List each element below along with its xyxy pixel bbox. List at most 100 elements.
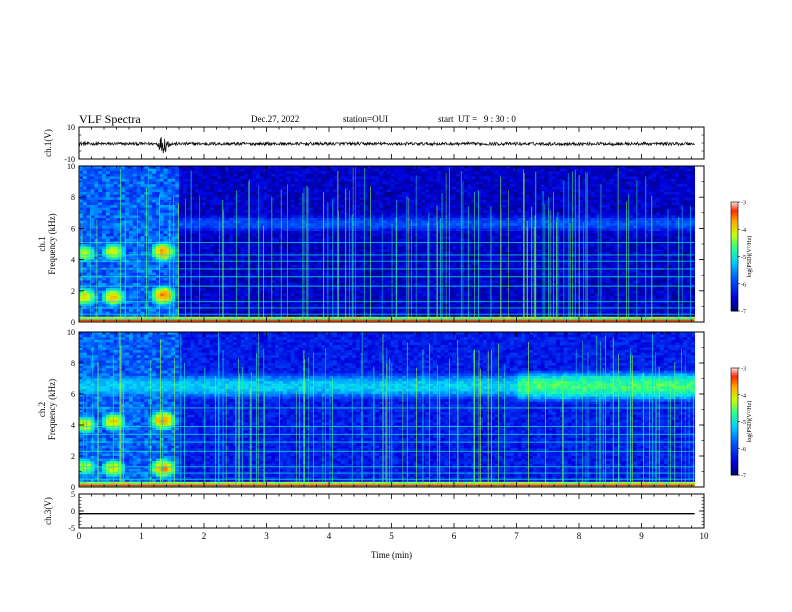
- spectrogram-cell: [229, 283, 234, 286]
- spectrogram-cell: [159, 309, 165, 312]
- spectrogram-cell: [367, 171, 372, 175]
- spectrogram-cell: [140, 181, 145, 185]
- spectrogram-cell: [286, 272, 292, 276]
- spectrogram-cell: [194, 186, 199, 190]
- spectrogram-cell: [225, 215, 230, 219]
- spectrogram-cell: [286, 290, 292, 294]
- spectrogram-cell: [263, 181, 268, 185]
- spectrogram-cell: [232, 231, 238, 234]
- spectrogram-cell: [190, 246, 195, 250]
- spectrogram-cell: [352, 197, 357, 201]
- spectrogram-cell: [213, 212, 218, 216]
- spectrogram-cell: [117, 241, 122, 245]
- spectrogram-cell: [155, 293, 161, 297]
- spectrogram-cell: [340, 290, 345, 294]
- spectrogram-cell: [86, 264, 91, 268]
- spectrogram-cell: [344, 199, 349, 203]
- spectrogram-cell: [205, 212, 211, 216]
- spectrogram-cell: [232, 314, 238, 318]
- spectrogram-cell: [275, 311, 280, 315]
- spectrogram-cell: [205, 303, 211, 307]
- spectrogram-cell: [356, 288, 361, 292]
- spectrogram-cell: [382, 301, 388, 305]
- spectrogram-cell: [82, 215, 88, 219]
- spectrogram-cell: [152, 186, 157, 190]
- spectrogram-cell: [90, 262, 95, 266]
- spectrogram-cell: [282, 262, 288, 266]
- spectrogram-cell: [382, 241, 388, 245]
- spectrogram-cell: [209, 272, 215, 276]
- spectrogram-cell: [282, 186, 288, 190]
- spectrogram-cell: [121, 288, 126, 292]
- spectrogram-cell: [152, 171, 157, 175]
- spectrogram-cell: [213, 270, 218, 273]
- spectrogram-cell: [336, 218, 342, 221]
- spectrogram-cell: [275, 314, 280, 318]
- spectrogram-cell: [290, 184, 295, 188]
- spectrogram-cell: [102, 179, 107, 182]
- spectrogram-cell: [271, 285, 276, 289]
- spectrogram-cell: [148, 202, 153, 206]
- spectrogram-cell: [213, 223, 218, 227]
- spectrogram-cell: [190, 288, 195, 292]
- spectrogram-cell: [152, 238, 157, 242]
- spectrogram-cell: [336, 254, 342, 258]
- spectrogram-cell: [232, 199, 238, 203]
- spectrogram-cell: [232, 280, 238, 284]
- spectrogram-cell: [286, 192, 292, 195]
- spectrogram-cell: [113, 316, 118, 320]
- spectrogram-cell: [202, 212, 207, 216]
- spectrogram-cell: [267, 254, 272, 258]
- spectrogram-cell: [363, 166, 368, 169]
- spectrogram-cell: [282, 207, 288, 211]
- spectrogram-cell: [121, 254, 126, 258]
- spectrogram-cell: [344, 251, 349, 255]
- spectrogram-cell: [336, 210, 342, 214]
- spectrogram-cell: [190, 270, 195, 273]
- spectrogram-cell: [132, 225, 138, 229]
- spectrogram-cell: [382, 311, 388, 315]
- spectrogram-cell: [132, 176, 138, 180]
- spectrogram-cell: [102, 277, 107, 281]
- spectrogram-cell: [163, 228, 168, 232]
- spectrogram-cell: [317, 189, 322, 193]
- spectrogram-cell: [117, 189, 122, 193]
- spectrogram-cell: [190, 272, 195, 276]
- spectrogram-cell: [313, 262, 318, 266]
- spectrogram-cell: [348, 168, 353, 172]
- spectrogram-cell: [102, 314, 107, 318]
- spectrogram-cell: [367, 272, 372, 276]
- spectrogram-cell: [336, 285, 342, 289]
- spectrogram-cell: [236, 184, 241, 188]
- spectrogram-cell: [186, 277, 191, 281]
- spectrogram-cell: [198, 215, 203, 219]
- spectrogram-cell: [356, 249, 361, 253]
- spectrogram-cell: [175, 184, 180, 188]
- spectrogram-cell: [255, 298, 261, 302]
- spectrogram-cell: [221, 189, 226, 193]
- spectrogram-cell: [340, 311, 345, 315]
- spectrogram-cell: [386, 179, 392, 182]
- spectrogram-cell: [232, 270, 238, 273]
- spectrogram-cell: [379, 166, 384, 169]
- spectrogram-cell: [340, 270, 345, 273]
- spectrogram-cell: [294, 241, 299, 245]
- spectrogram-cell: [336, 272, 342, 276]
- spectrogram-cell: [290, 189, 295, 193]
- spectrogram-cell: [336, 246, 342, 250]
- spectrogram-cell: [121, 272, 126, 276]
- spectrogram-cell: [267, 168, 272, 172]
- spectrogram-cell: [113, 296, 118, 299]
- spectrogram-cell: [109, 316, 115, 320]
- spectrogram-cell: [86, 303, 91, 307]
- spectrogram-cell: [255, 251, 261, 255]
- spectrogram-cell: [86, 205, 91, 208]
- spectrogram-cell: [356, 181, 361, 185]
- spectrogram-cell: [236, 186, 241, 190]
- spectrogram-cell: [229, 218, 234, 221]
- spectrogram-cell: [90, 283, 95, 286]
- spectrogram-cell: [209, 241, 215, 245]
- spectrogram-cell: [179, 223, 184, 227]
- spectrogram-cell: [313, 194, 318, 198]
- spectrogram-cell: [232, 220, 238, 224]
